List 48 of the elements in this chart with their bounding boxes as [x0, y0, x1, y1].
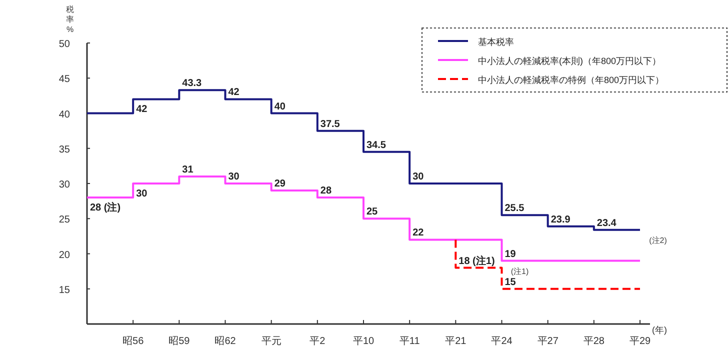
data-label: 42 — [228, 87, 240, 98]
x-tick-label: 平28 — [583, 336, 605, 347]
data-label: 15 — [504, 276, 516, 288]
legend-label: 中小法人の軽減税率の特例（年800万円以下） — [478, 75, 664, 85]
data-label: 18 (注1) — [458, 254, 495, 267]
annotation: (注1) — [510, 266, 529, 276]
data-label: 29 — [274, 178, 286, 190]
annotation: (注2) — [649, 236, 668, 245]
x-tick-label: 昭56 — [122, 336, 144, 347]
data-label: 30 — [136, 188, 148, 200]
data-label: 25 — [366, 206, 378, 218]
data-label: 23.4 — [596, 218, 617, 229]
x-axis-title: (年) — [652, 325, 667, 335]
data-label: 31 — [182, 164, 194, 176]
y-tick-label: 30 — [58, 180, 70, 190]
data-label: 40 — [274, 101, 286, 112]
y-tick-label: 20 — [58, 250, 70, 261]
y-tick-label: 35 — [58, 144, 70, 156]
x-tick-label: 平27 — [537, 336, 559, 347]
x-tick-label: 平11 — [399, 336, 420, 347]
x-tick-label: 平29 — [629, 336, 651, 347]
x-tick-label: 平2 — [310, 336, 326, 347]
data-label: 43.3 — [182, 78, 202, 90]
legend-label: 中小法人の軽減税率(本則)（年800万円以下） — [478, 56, 662, 66]
y-tick-label: 40 — [58, 109, 70, 120]
x-tick-label: 平10 — [352, 336, 374, 347]
data-label: 30 — [412, 172, 424, 182]
legend-label: 基本税率 — [478, 37, 514, 47]
data-label: 19 — [504, 248, 516, 260]
data-label: 37.5 — [320, 118, 340, 130]
y-tick-label: 50 — [58, 39, 70, 50]
y-tick-label: 15 — [58, 284, 70, 296]
data-label: 22 — [412, 228, 424, 239]
data-label: 30 — [228, 172, 240, 182]
x-tick-label: 昭59 — [168, 336, 190, 347]
x-tick-label: 昭62 — [214, 336, 236, 347]
y-axis-title: 税率 % — [66, 5, 74, 34]
x-tick-label: 平元 — [261, 336, 282, 347]
x-tick-label: 平21 — [445, 336, 467, 347]
data-label: 28 — [320, 186, 332, 197]
y-tick-label: 25 — [58, 214, 70, 226]
data-label: 34.5 — [366, 140, 386, 151]
data-label: 28 (注) — [90, 202, 121, 214]
data-label: 25.5 — [504, 203, 525, 214]
data-label: 42 — [136, 104, 148, 116]
x-tick-label: 平24 — [491, 336, 513, 347]
y-tick-label: 45 — [58, 74, 70, 86]
data-label: 23.9 — [550, 214, 571, 226]
